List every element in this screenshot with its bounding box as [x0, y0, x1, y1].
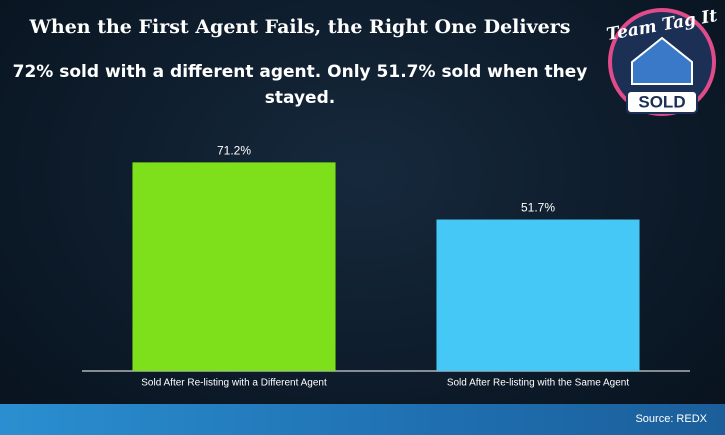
logo: Team Tag It SOLD — [605, 6, 719, 116]
x-tick-label: Sold After Re-listing with the Same Agen… — [447, 378, 630, 389]
source: Source: REDX — [635, 413, 707, 425]
value-label: 51.7% — [521, 201, 555, 215]
chart-subtitle: 72% sold with a different agent. Only 51… — [12, 62, 588, 108]
logo-sold: SOLD — [638, 92, 685, 111]
logo-house — [631, 36, 693, 85]
footer-band: Source: REDX — [0, 404, 725, 435]
value-label: 71.2% — [217, 144, 251, 158]
bar — [132, 162, 336, 371]
logo-sold-box — [626, 90, 698, 114]
chart-title: When the First Agent Fails, the Right On… — [29, 16, 571, 38]
x-tick-label: Sold After Re-listing with a Different A… — [141, 378, 327, 389]
bar — [436, 219, 640, 371]
chart: Team Tag It SOLD 71.2% Sold After Re-list… — [132, 6, 719, 389]
